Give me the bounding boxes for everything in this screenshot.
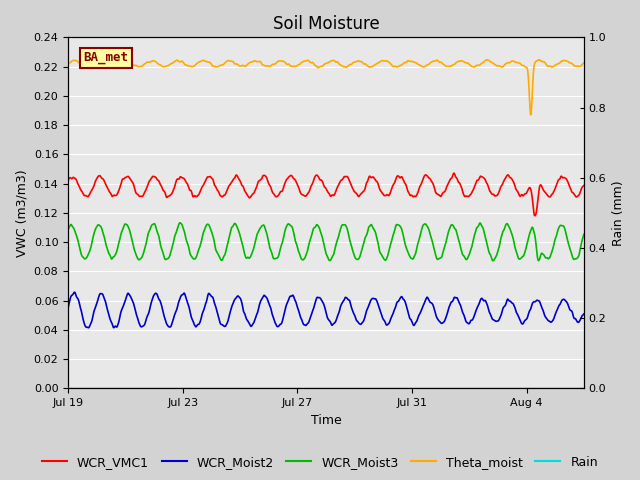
Y-axis label: Rain (mm): Rain (mm)	[612, 180, 625, 246]
Text: BA_met: BA_met	[84, 51, 129, 64]
Legend: WCR_VMC1, WCR_Moist2, WCR_Moist3, Theta_moist, Rain: WCR_VMC1, WCR_Moist2, WCR_Moist3, Theta_…	[37, 451, 603, 474]
Y-axis label: VWC (m3/m3): VWC (m3/m3)	[15, 169, 28, 257]
X-axis label: Time: Time	[310, 414, 341, 427]
Title: Soil Moisture: Soil Moisture	[273, 15, 380, 33]
